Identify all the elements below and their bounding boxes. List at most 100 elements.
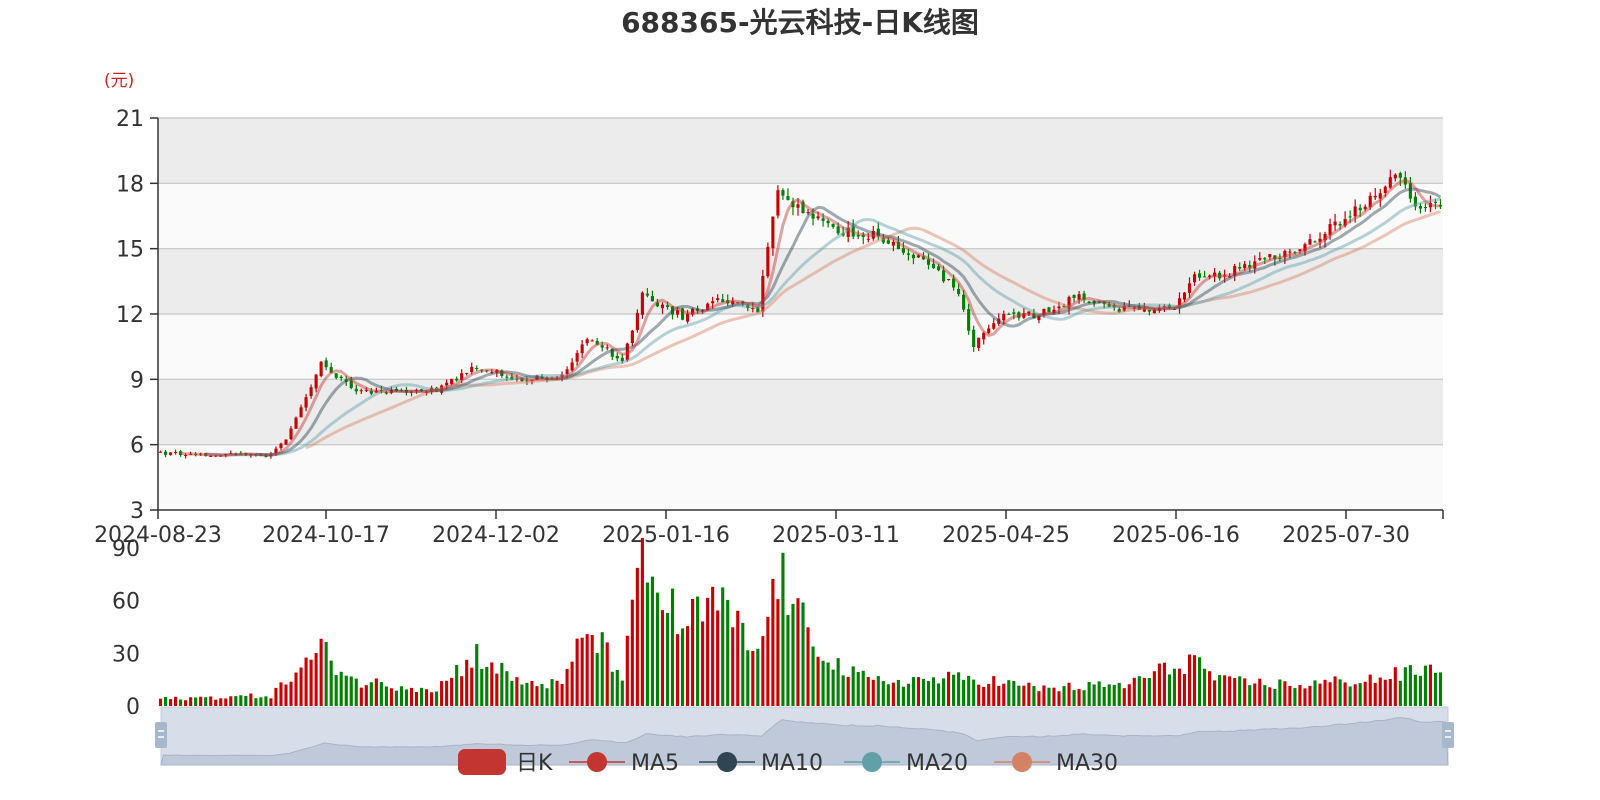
chart-legend[interactable]: 日K MA5 MA10 MA20 MA30 [458,749,1118,776]
candle [299,404,303,418]
candle [1072,294,1076,303]
volume-bar [1298,685,1302,706]
ma5-line [180,178,1441,457]
legend-item-日k[interactable]: 日K [458,749,553,776]
candle [1177,292,1182,314]
volume-bar [1403,667,1407,706]
candle [600,341,604,352]
candle-body [1092,300,1096,304]
volume-bar [1097,681,1101,706]
candle [992,318,996,330]
candle [645,288,649,298]
candle [896,235,900,250]
candle [1012,308,1016,320]
slider-handle[interactable] [155,722,167,748]
candle [977,337,981,351]
candle-body [1032,312,1036,319]
candle-body [174,452,178,454]
candle-body [605,347,609,349]
candle-body [1368,195,1372,208]
candle [1393,173,1397,182]
candle-body [184,454,188,456]
candle [781,188,785,200]
candle [1127,300,1131,308]
candle [660,302,665,314]
candle [962,289,966,313]
candle-body [419,389,424,392]
volume-bar [1117,682,1121,706]
volume-bar [389,688,393,706]
candle [1288,248,1292,259]
candle [1027,311,1031,317]
volume-bar [982,686,986,706]
candle [1238,262,1242,271]
candle [1248,260,1252,272]
candle-body [896,241,900,250]
candle-body [354,388,358,392]
candle-body [1423,207,1427,209]
candle-body [520,377,524,382]
volume-bar [911,677,915,706]
candle [1308,233,1312,246]
candle-body [1187,283,1192,293]
legend-item-ma10[interactable]: MA10 [699,751,823,776]
candle-body [1318,238,1322,242]
candle-body [510,376,514,380]
volume-bar [1007,680,1011,706]
candle [374,387,378,394]
volume-bar [1172,668,1177,706]
candle [560,371,564,382]
candle [1323,231,1327,248]
candle-body [1112,305,1116,308]
volume-bar [284,684,288,706]
volume-bar [896,679,900,706]
candle [319,361,323,378]
candle [379,386,383,394]
volume-bar [746,650,750,706]
legend-item-ma20[interactable]: MA20 [844,751,968,776]
candle [369,388,373,396]
candle [289,426,293,441]
volume-bar [1112,684,1116,706]
volume-bar [992,676,996,706]
candle [1197,269,1202,281]
candle-body [801,201,805,214]
volume-bar [1022,685,1026,706]
candle-body [906,253,910,255]
candle [706,302,710,311]
legend-item-ma5[interactable]: MA5 [569,751,679,776]
candle-body [379,390,383,392]
volume-bar [1303,688,1307,706]
volume-bar [645,582,649,706]
slider-handle[interactable] [1442,722,1454,748]
candle-body [229,453,233,455]
candle-body [821,218,825,221]
legend-dot-icon [717,752,737,772]
candle [174,449,178,455]
candle-body [1072,295,1076,299]
volume-bar [711,586,715,706]
volume-bar [1428,664,1433,706]
volume-bar [1057,691,1061,706]
candle-body [319,361,323,377]
candle [404,386,409,396]
volume-bar [204,697,208,706]
volume-bar [490,662,494,706]
volume-bar [1213,680,1217,706]
candle [846,221,850,243]
volume-bar [1017,685,1021,706]
legend-label: MA20 [906,751,968,776]
candle [585,337,589,346]
volume-bar [801,602,805,706]
candle [1142,302,1146,313]
candle [1112,303,1116,311]
volume-bar [414,692,419,706]
candle [249,453,253,458]
candle-body [1077,294,1081,300]
volume-bar [640,537,644,706]
volume-tick-label: 60 [112,590,140,615]
volume-bar [304,657,308,706]
volume-bar [675,634,680,706]
candle [414,388,419,394]
legend-item-ma30[interactable]: MA30 [994,751,1118,776]
